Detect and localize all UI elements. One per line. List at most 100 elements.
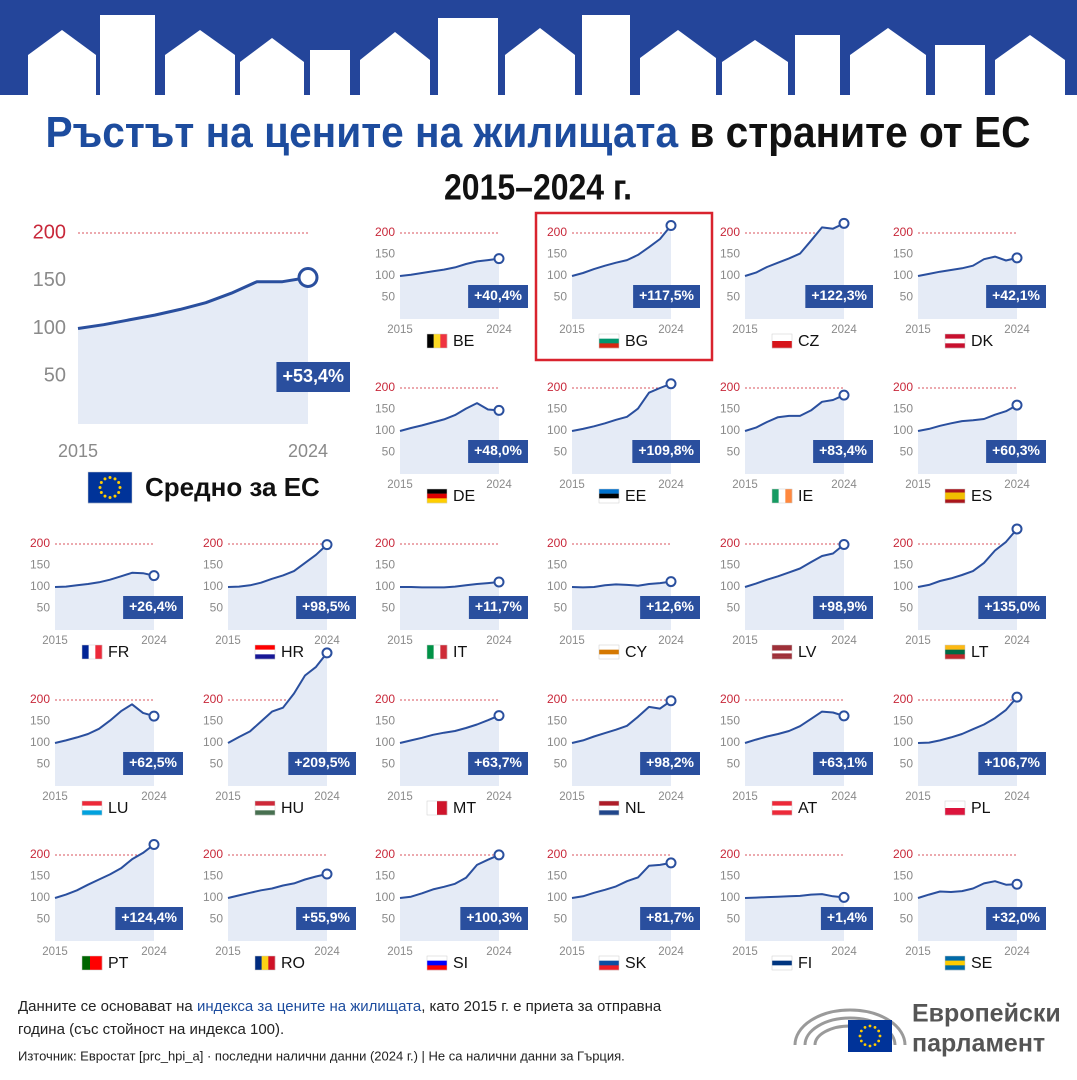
x-tick-label: 2015 <box>732 635 758 647</box>
y-tick-label: 50 <box>37 757 51 771</box>
y-tick-label: 200 <box>893 380 913 394</box>
country-label: Средно за ЕС <box>145 472 320 502</box>
country-label: SE <box>971 955 992 972</box>
flag-stripe <box>945 496 965 500</box>
flag-stripe <box>599 801 619 806</box>
annotation: +83,4% <box>819 442 867 458</box>
x-tick-label: 2015 <box>905 479 931 491</box>
line <box>744 222 845 277</box>
y-tick-label: 150 <box>30 869 50 883</box>
x-tick-label: 2024 <box>141 635 167 647</box>
flag-stripe <box>261 956 269 970</box>
country-label: ES <box>971 488 992 505</box>
x-tick-label: 2024 <box>658 791 684 803</box>
annotation: +117,5% <box>639 287 694 303</box>
flag-border <box>771 644 793 660</box>
x-tick-label: 2015 <box>732 324 758 336</box>
flag-star <box>113 494 117 498</box>
y-tick-label: 150 <box>375 247 395 261</box>
logo-line2: парламент <box>912 1030 1045 1058</box>
end-point <box>297 267 319 289</box>
x-tick-label: 2024 <box>1004 479 1030 491</box>
country-label: RO <box>281 955 305 972</box>
x-tick-label: 2015 <box>559 479 585 491</box>
flag-stripe <box>945 334 965 339</box>
x-tick-label: 2015 <box>387 946 413 958</box>
y-tick-label: 50 <box>554 757 568 771</box>
y-tick-label: 100 <box>375 423 395 437</box>
flag-star <box>118 486 122 489</box>
flag-border <box>598 488 620 504</box>
x-tick-label: 2015 <box>559 791 585 803</box>
country-label: IT <box>453 644 467 661</box>
flag-border <box>771 955 793 971</box>
y-tick-label: 200 <box>547 847 567 861</box>
end-point <box>1011 691 1023 703</box>
line-chart: 50 100 150 200 2015 2024 +1,4% FI <box>720 847 873 972</box>
annotation: +81,7% <box>646 909 694 925</box>
end-point <box>1011 878 1023 890</box>
line <box>917 696 1018 744</box>
flag-stripe <box>88 645 96 659</box>
line-chart: 50 100 150 200 2015 2024 +209,5% HU <box>203 647 356 817</box>
flag-stripe <box>772 805 792 811</box>
x-tick-label: 2015 <box>559 635 585 647</box>
y-tick-label: 200 <box>547 692 567 706</box>
flag-stripe <box>255 645 275 650</box>
y-tick-label: 150 <box>547 247 567 261</box>
line-chart: 50 100 150 200 2015 2024 +11,7% IT <box>375 536 528 661</box>
flag-stripe <box>255 649 275 655</box>
country-label: LU <box>108 800 128 817</box>
line-chart: 50 100 150 200 2015 2024 +98,9% LV <box>720 536 873 661</box>
flag-stripe <box>599 489 619 494</box>
y-tick-label: 150 <box>893 247 913 261</box>
end-point <box>321 868 333 880</box>
country-label: CY <box>625 644 648 661</box>
x-tick-label: 2024 <box>141 946 167 958</box>
annotation-box <box>640 752 700 775</box>
note-link[interactable]: индекса за цените на жилищата <box>197 998 422 1015</box>
note-end: , като 2015 г. е приета за отправна <box>421 998 662 1015</box>
annotation: +48,0% <box>474 442 522 458</box>
annotation: +60,3% <box>992 442 1040 458</box>
flag-stripe <box>427 956 447 961</box>
flag-border <box>81 955 103 971</box>
flag-stripe <box>599 498 619 504</box>
x-tick-label: 2024 <box>1004 635 1030 647</box>
flag-stripe <box>433 334 441 348</box>
x-tick-label: 2015 <box>732 479 758 491</box>
flag-stripe <box>599 965 619 971</box>
line-chart: 50 100 150 200 2015 2024 +135,0% LT <box>893 523 1046 661</box>
flag-star <box>863 1025 867 1029</box>
annotation: +135,0% <box>984 598 1040 614</box>
annotation: +55,9% <box>302 909 350 925</box>
x-tick-label: 2024 <box>314 946 340 958</box>
annotation: +124,4% <box>121 909 177 925</box>
flag-stripe <box>82 956 87 970</box>
flag-stripe <box>86 956 91 970</box>
flag-stripe <box>945 649 965 655</box>
flag-stripe <box>437 801 448 815</box>
end-point <box>493 576 505 588</box>
annotation-box <box>640 596 700 619</box>
x-tick-label: 2015 <box>58 441 98 461</box>
flag-stripe <box>772 653 792 657</box>
x-tick-label: 2024 <box>486 635 512 647</box>
flag-border <box>944 333 966 349</box>
y-tick-label: 100 <box>547 268 567 282</box>
annotation-box <box>123 596 183 619</box>
annotation-box <box>115 907 183 930</box>
y-tick-label: 200 <box>33 221 66 243</box>
x-tick-label: 2024 <box>831 324 857 336</box>
y-tick-label: 50 <box>727 290 741 304</box>
flag-stripe <box>82 805 102 811</box>
flag-stripe <box>255 810 275 816</box>
flag-stripe <box>772 645 792 648</box>
country-label: CZ <box>798 333 820 350</box>
y-tick-label: 100 <box>893 268 913 282</box>
y-tick-label: 150 <box>547 714 567 728</box>
y-tick-label: 150 <box>203 558 223 572</box>
line <box>54 571 155 588</box>
houses <box>28 15 1065 95</box>
y-tick-label: 150 <box>547 558 567 572</box>
